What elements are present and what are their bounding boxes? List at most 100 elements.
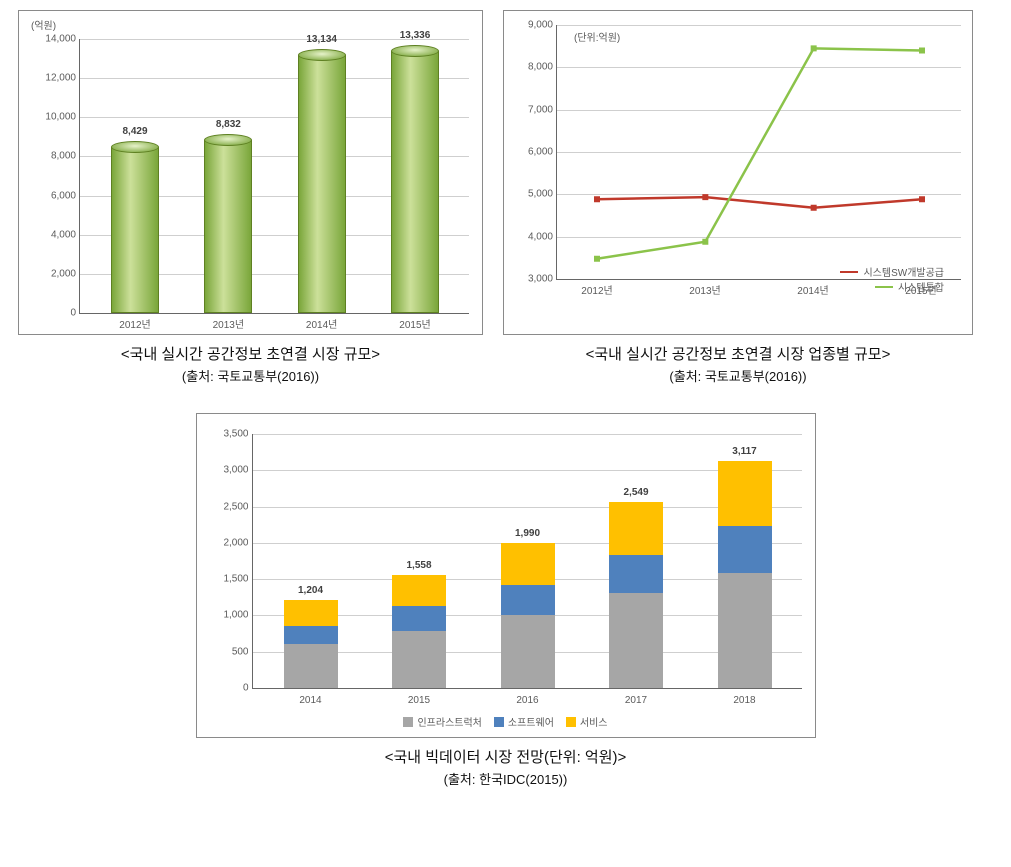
chart3-box: 05001,0001,5002,0002,5003,0003,5001,2042… xyxy=(196,413,816,738)
series-marker xyxy=(594,196,600,202)
y-tick-label: 6,000 xyxy=(505,147,553,158)
bar-segment xyxy=(609,593,663,688)
bar-segment xyxy=(284,626,338,644)
legend-swatch xyxy=(840,271,858,273)
chart2-legend: 시스템SW개발공급시스템통합 xyxy=(840,264,944,294)
series-marker xyxy=(919,48,925,54)
y-tick-label: 5,000 xyxy=(505,189,553,200)
x-tick-label: 2013년 xyxy=(213,316,244,331)
bar-segment xyxy=(284,644,338,688)
y-tick-label: 1,500 xyxy=(201,574,249,585)
legend-label: 인프라스트럭처 xyxy=(417,714,481,729)
line-svg xyxy=(557,25,962,280)
market-size-bar-chart: (억원) 02,0004,0006,0008,00010,00012,00014… xyxy=(18,10,483,385)
bar xyxy=(391,51,439,313)
legend-label: 시스템SW개발공급 xyxy=(863,264,944,279)
series-marker xyxy=(702,194,708,200)
bar-value-label: 8,832 xyxy=(216,119,241,130)
y-tick-label: 10,000 xyxy=(28,112,76,123)
chart3-caption: <국내 빅데이터 시장 전망(단위: 억원)> xyxy=(196,746,816,767)
y-tick-label: 12,000 xyxy=(28,73,76,84)
y-tick-label: 3,500 xyxy=(201,429,249,440)
bar-value-label: 13,336 xyxy=(400,30,431,41)
series-line xyxy=(597,197,922,208)
series-line xyxy=(597,48,922,258)
bar xyxy=(111,147,159,313)
chart1-caption: <국내 실시간 공간정보 초연결 시장 규모> xyxy=(18,343,483,364)
x-tick-label: 2016 xyxy=(516,695,538,706)
x-tick-label: 2015년 xyxy=(399,316,430,331)
y-tick-label: 1,000 xyxy=(201,610,249,621)
legend-swatch xyxy=(403,717,413,727)
x-tick-label: 2012년 xyxy=(119,316,150,331)
chart1-y-unit: (억원) xyxy=(31,17,56,32)
y-tick-label: 2,000 xyxy=(28,268,76,279)
legend-item: 인프라스트럭처 xyxy=(403,714,481,729)
bigdata-forecast-stacked-bar: 05001,0001,5002,0002,5003,0003,5001,2042… xyxy=(196,413,816,788)
y-tick-label: 9,000 xyxy=(505,20,553,31)
chart2-source: (출처: 국토교통부(2016)) xyxy=(503,366,973,385)
bar-segment xyxy=(501,585,555,616)
chart1-source: (출처: 국토교통부(2016)) xyxy=(18,366,483,385)
bar-segment xyxy=(392,575,446,606)
y-tick-label: 2,000 xyxy=(201,537,249,548)
bar-total-label: 3,117 xyxy=(732,446,756,457)
y-tick-label: 8,000 xyxy=(28,151,76,162)
chart2-caption: <국내 실시간 공간정보 초연결 시장 업종별 규모> xyxy=(503,343,973,364)
legend-item: 시스템통합 xyxy=(840,279,944,294)
legend-label: 서비스 xyxy=(580,714,608,729)
bar-value-label: 8,429 xyxy=(122,126,147,137)
chart2-box: 3,000 4,000 5,000 6,000 7,000 8,000 9,000 2012년… xyxy=(503,10,973,335)
y-tick-label: 7,000 xyxy=(505,104,553,115)
bar-total-label: 1,204 xyxy=(298,585,323,596)
legend-item: 소프트웨어 xyxy=(494,714,554,729)
legend-swatch xyxy=(875,286,893,288)
bar-total-label: 2,549 xyxy=(623,487,648,498)
bar-segment xyxy=(718,526,772,573)
bar-value-label: 13,134 xyxy=(306,34,337,45)
legend-label: 소프트웨어 xyxy=(508,714,554,729)
chart3-plot-area: 05001,0001,5002,0002,5003,0003,5001,2042… xyxy=(252,434,802,689)
x-tick-label: 2017 xyxy=(625,695,647,706)
legend-label: 시스템통합 xyxy=(898,279,944,294)
x-tick-label: 2012년 xyxy=(581,282,612,297)
y-tick-label: 4,000 xyxy=(505,231,553,242)
chart2-unit-note: (단위:억원) xyxy=(574,29,620,44)
y-tick-label: 8,000 xyxy=(505,62,553,73)
x-tick-label: 2015 xyxy=(408,695,430,706)
bar-cap xyxy=(391,45,439,57)
bar-segment xyxy=(501,615,555,688)
series-marker xyxy=(594,256,600,262)
x-tick-label: 2014년 xyxy=(797,282,828,297)
chart3-source: (출처: 한국IDC(2015)) xyxy=(196,769,816,788)
x-tick-label: 2013년 xyxy=(689,282,720,297)
gridline xyxy=(253,434,802,435)
series-marker xyxy=(919,196,925,202)
y-tick-label: 3,000 xyxy=(201,465,249,476)
y-tick-label: 2,500 xyxy=(201,501,249,512)
bar-segment xyxy=(609,502,663,555)
y-tick-label: 3,000 xyxy=(505,274,553,285)
y-tick-label: 6,000 xyxy=(28,190,76,201)
legend-item: 시스템SW개발공급 xyxy=(840,264,944,279)
bar-cap xyxy=(204,134,252,146)
legend-swatch xyxy=(494,717,504,727)
bar-segment xyxy=(501,543,555,585)
bar xyxy=(204,140,252,313)
y-tick-label: 4,000 xyxy=(28,229,76,240)
bar-cap xyxy=(298,49,346,61)
chart1-box: (억원) 02,0004,0006,0008,00010,00012,00014… xyxy=(18,10,483,335)
y-tick-label: 500 xyxy=(201,646,249,657)
bar-total-label: 1,990 xyxy=(515,528,540,539)
bar-segment xyxy=(718,573,772,688)
y-tick-label: 14,000 xyxy=(28,34,76,45)
bar-segment xyxy=(718,461,772,526)
x-tick-label: 2014년 xyxy=(306,316,337,331)
bar xyxy=(298,55,346,313)
bar-segment xyxy=(392,606,446,632)
bar-segment xyxy=(609,555,663,593)
bar-segment xyxy=(392,631,446,688)
legend-swatch xyxy=(566,717,576,727)
x-tick-label: 2014 xyxy=(299,695,321,706)
x-tick-label: 2018 xyxy=(733,695,755,706)
